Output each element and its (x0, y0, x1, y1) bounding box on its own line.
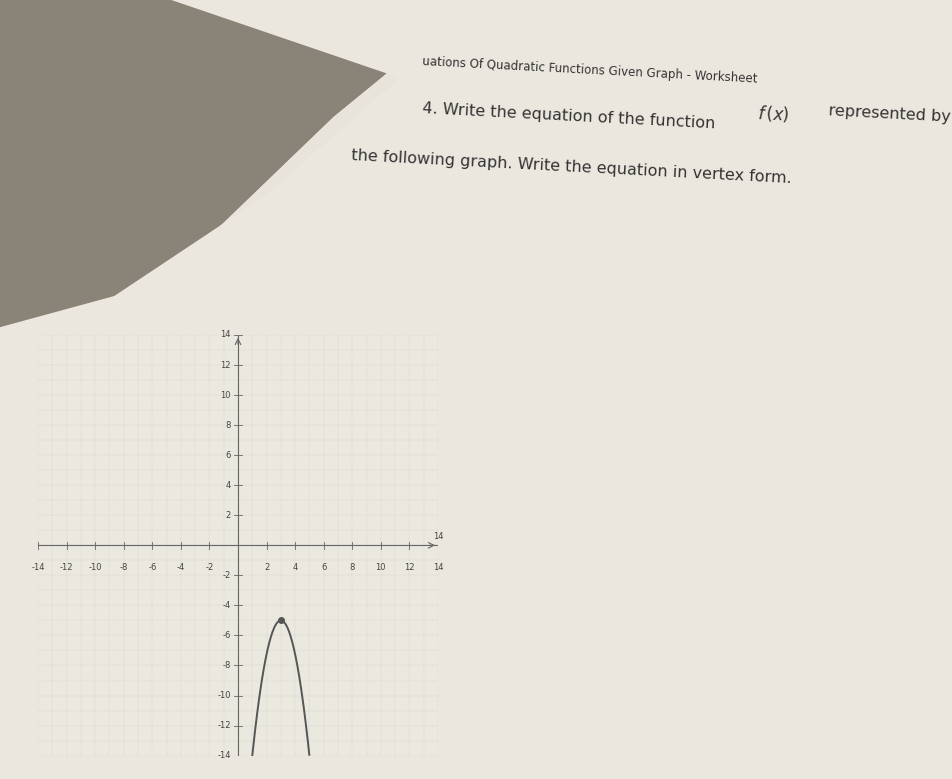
Text: 14: 14 (220, 330, 230, 340)
Text: 4. Write the equation of the function: 4. Write the equation of the function (422, 101, 721, 132)
Text: 14: 14 (432, 532, 444, 541)
Text: uations Of Quadratic Functions Given Graph - Worksheet: uations Of Quadratic Functions Given Gra… (423, 55, 758, 85)
Text: 12: 12 (404, 563, 415, 573)
Text: -12: -12 (217, 721, 230, 730)
Text: -14: -14 (31, 563, 45, 573)
Text: represented by: represented by (823, 103, 952, 125)
Text: 6: 6 (226, 451, 230, 460)
Text: -2: -2 (223, 571, 230, 580)
Text: -10: -10 (217, 691, 230, 700)
Text: -4: -4 (177, 563, 185, 573)
Text: 6: 6 (321, 563, 327, 573)
Text: 14: 14 (432, 563, 444, 573)
Text: the following graph. Write the equation in vertex form.: the following graph. Write the equation … (350, 148, 792, 186)
Text: -14: -14 (217, 751, 230, 760)
Text: -12: -12 (60, 563, 73, 573)
Text: 8: 8 (226, 421, 230, 429)
Polygon shape (0, 0, 476, 351)
Text: 4: 4 (292, 563, 298, 573)
Text: -8: -8 (223, 661, 230, 670)
Text: -2: -2 (206, 563, 213, 573)
Text: -4: -4 (223, 601, 230, 610)
Text: 10: 10 (220, 390, 230, 400)
Text: 4: 4 (226, 481, 230, 490)
Text: -10: -10 (89, 563, 102, 573)
Text: 2: 2 (264, 563, 269, 573)
Text: 12: 12 (220, 361, 230, 369)
Text: -6: -6 (223, 631, 230, 640)
Text: -6: -6 (149, 563, 156, 573)
Text: 8: 8 (349, 563, 355, 573)
Text: -8: -8 (120, 563, 128, 573)
Text: 10: 10 (375, 563, 387, 573)
Polygon shape (0, 0, 476, 351)
Text: $f\,(x)$: $f\,(x)$ (757, 103, 790, 125)
Text: 2: 2 (226, 511, 230, 520)
